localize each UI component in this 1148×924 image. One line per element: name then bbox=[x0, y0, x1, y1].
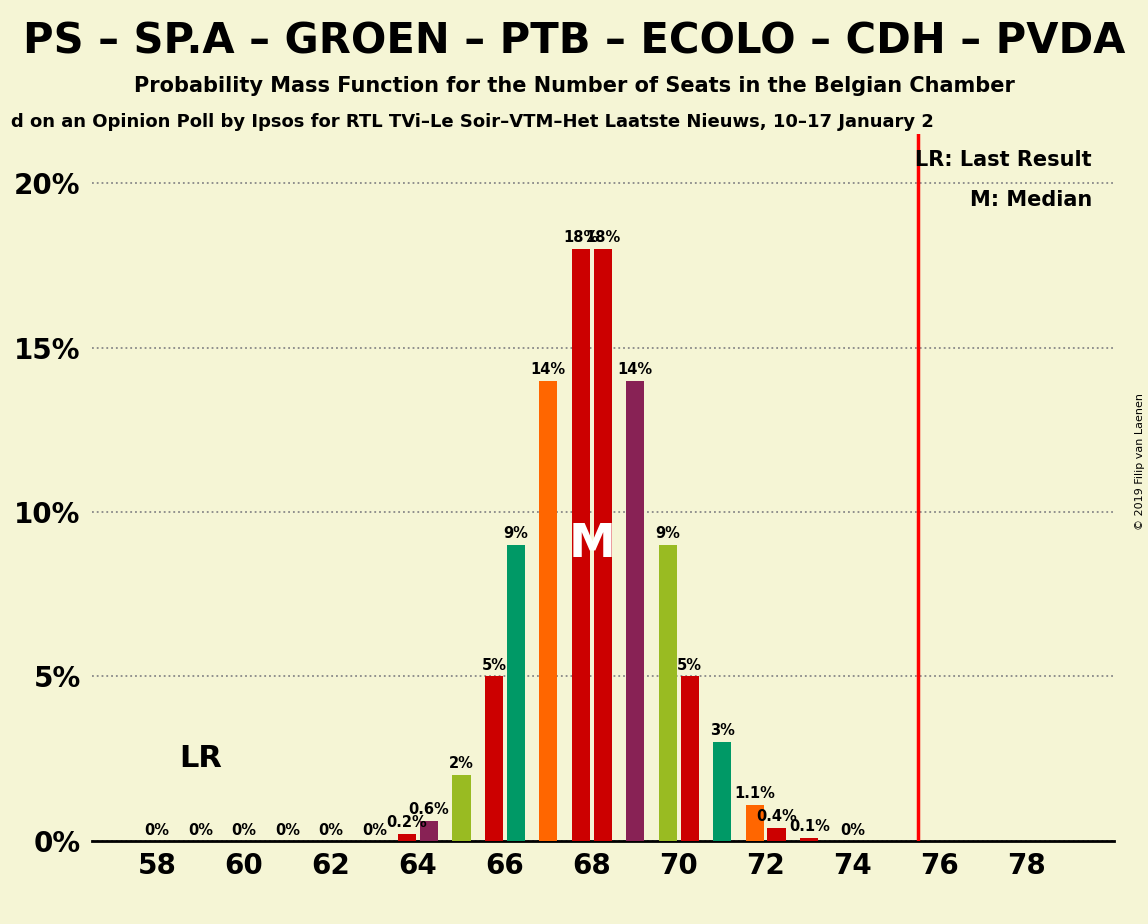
Bar bbox=[800, 837, 819, 841]
Bar bbox=[659, 545, 677, 841]
Bar bbox=[681, 676, 699, 841]
Text: © 2019 Filip van Laenen: © 2019 Filip van Laenen bbox=[1135, 394, 1145, 530]
Text: 0%: 0% bbox=[276, 822, 300, 837]
Bar bbox=[398, 834, 417, 841]
Bar bbox=[768, 828, 785, 841]
Bar bbox=[746, 805, 765, 841]
Text: 1.1%: 1.1% bbox=[735, 785, 775, 801]
Text: 5%: 5% bbox=[481, 658, 506, 673]
Text: 18%: 18% bbox=[585, 230, 620, 245]
Bar bbox=[572, 249, 590, 841]
Text: 0.1%: 0.1% bbox=[789, 819, 830, 833]
Text: 0.2%: 0.2% bbox=[387, 815, 427, 831]
Text: 0%: 0% bbox=[840, 822, 866, 837]
Bar bbox=[484, 676, 503, 841]
Bar bbox=[506, 545, 525, 841]
Text: 14%: 14% bbox=[530, 361, 566, 377]
Text: 0.4%: 0.4% bbox=[757, 808, 797, 823]
Text: 9%: 9% bbox=[503, 526, 528, 541]
Text: 3%: 3% bbox=[709, 723, 735, 738]
Bar bbox=[626, 381, 644, 841]
Text: 5%: 5% bbox=[677, 658, 703, 673]
Bar bbox=[713, 742, 731, 841]
Text: 0%: 0% bbox=[188, 822, 214, 837]
Bar bbox=[452, 775, 471, 841]
Text: 9%: 9% bbox=[656, 526, 681, 541]
Text: 0.6%: 0.6% bbox=[409, 802, 449, 817]
Text: PS – SP.A – GROEN – PTB – ECOLO – CDH – PVDA: PS – SP.A – GROEN – PTB – ECOLO – CDH – … bbox=[23, 20, 1125, 62]
Text: 0%: 0% bbox=[318, 822, 343, 837]
Text: 14%: 14% bbox=[618, 361, 653, 377]
Bar bbox=[594, 249, 612, 841]
Text: 18%: 18% bbox=[564, 230, 598, 245]
Text: d on an Opinion Poll by Ipsos for RTL TVi–Le Soir–VTM–Het Laatste Nieuws, 10–17 : d on an Opinion Poll by Ipsos for RTL TV… bbox=[11, 113, 934, 130]
Text: LR: Last Result: LR: Last Result bbox=[915, 151, 1092, 170]
Bar bbox=[420, 821, 437, 841]
Text: LR: LR bbox=[179, 744, 222, 773]
Text: 0%: 0% bbox=[232, 822, 256, 837]
Bar bbox=[540, 381, 558, 841]
Text: 0%: 0% bbox=[362, 822, 387, 837]
Text: 2%: 2% bbox=[449, 756, 474, 772]
Text: 0%: 0% bbox=[145, 822, 170, 837]
Text: Probability Mass Function for the Number of Seats in the Belgian Chamber: Probability Mass Function for the Number… bbox=[133, 76, 1015, 96]
Text: M: Median: M: Median bbox=[970, 189, 1092, 210]
Text: M: M bbox=[568, 522, 615, 567]
